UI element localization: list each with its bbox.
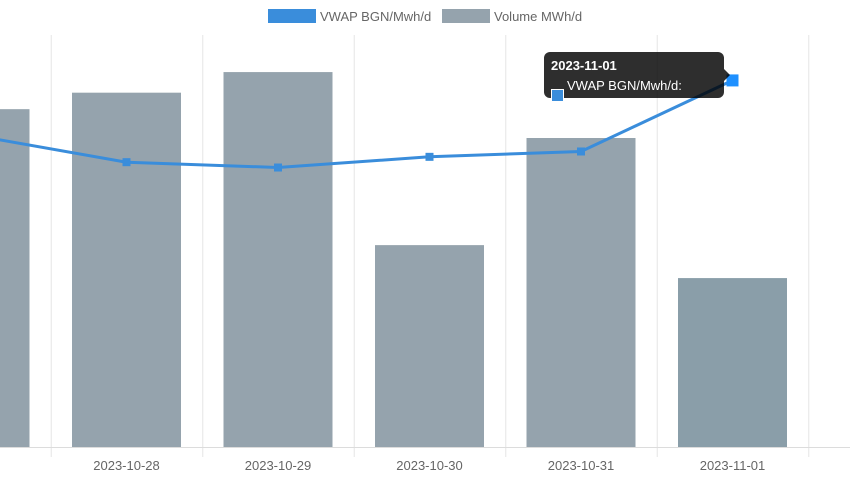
tooltip: 2023-11-01 VWAP BGN/Mwh/d: 81.13	[544, 52, 730, 111]
tooltip-caret	[724, 69, 730, 81]
tooltip-color-swatch	[551, 88, 564, 102]
vwap-line	[0, 79, 734, 170]
legend-swatch-volume[interactable]	[442, 9, 490, 23]
volume-bar	[0, 109, 30, 447]
vwap-point	[577, 147, 585, 156]
x-tick-label: 2023-10-31	[548, 458, 615, 473]
x-tick-label: 2023-10-30	[396, 458, 463, 473]
vwap-point	[425, 152, 434, 161]
tooltip-title: 2023-11-01	[551, 58, 617, 73]
vwap-point	[122, 158, 131, 167]
chart-grid	[50, 35, 810, 457]
x-tick-label: 2023-10-29	[245, 458, 312, 473]
x-tick-label: 2023-10-28	[93, 458, 160, 473]
legend: VWAP BGN/Mwh/d Volume MWh/d	[268, 9, 582, 24]
legend-label-vwap[interactable]: VWAP BGN/Mwh/d	[320, 9, 431, 24]
x-axis: 72023-10-282023-10-292023-10-302023-10-3…	[0, 447, 850, 473]
vwap-point	[274, 163, 282, 172]
volume-bars	[0, 72, 787, 448]
legend-label-volume[interactable]: Volume MWh/d	[494, 9, 582, 24]
volume-bar	[678, 278, 787, 447]
volume-bar	[526, 138, 636, 447]
volume-bar	[223, 72, 333, 447]
tooltip-row: VWAP BGN/Mwh/d: 81.13	[551, 77, 717, 113]
volume-bar	[72, 92, 181, 448]
tooltip-label: VWAP BGN/Mwh/d: 81.13	[567, 78, 682, 111]
volume-bar	[375, 245, 484, 447]
x-tick-label: 2023-11-01	[700, 458, 766, 473]
legend-swatch-vwap[interactable]	[268, 9, 316, 23]
